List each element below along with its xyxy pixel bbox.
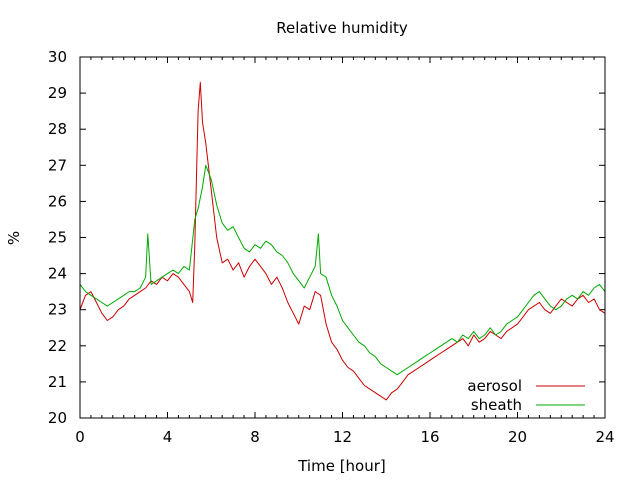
legend-label-aerosol: aerosol	[467, 377, 522, 395]
y-tick-label: 22	[48, 337, 67, 355]
y-tick-label: 24	[48, 265, 67, 283]
axis-ticks	[79, 56, 606, 419]
x-tick-label: 24	[595, 428, 614, 446]
series-layer	[79, 81, 606, 401]
y-axis-label: %	[5, 231, 23, 245]
y-tick-label: 21	[48, 373, 67, 391]
y-tick-label: 25	[48, 229, 67, 247]
x-axis-label: Time [hour]	[297, 457, 386, 475]
series-line-aerosol	[79, 81, 606, 401]
y-tick-label: 29	[48, 84, 67, 102]
x-tick-label: 12	[333, 428, 352, 446]
plot-frame	[79, 56, 606, 419]
y-tick-label: 23	[48, 301, 67, 319]
axis-tick-labels: 0 4 8 12 16 20 24 20 21 22 23 24 25 26 27 28 29 30	[48, 48, 615, 446]
y-tick-label: 30	[48, 48, 67, 66]
x-tick-label: 8	[250, 428, 260, 446]
series-line-sheath	[79, 164, 606, 376]
x-tick-label: 4	[163, 428, 173, 446]
y-tick-label: 28	[48, 120, 67, 138]
y-tick-label: 27	[48, 156, 67, 174]
y-tick-label: 26	[48, 192, 67, 210]
y-tick-label: 20	[48, 409, 67, 427]
chart-title: Relative humidity	[276, 19, 408, 37]
x-tick-label: 20	[508, 428, 527, 446]
x-tick-label: 16	[420, 428, 439, 446]
legend-label-sheath: sheath	[471, 396, 522, 414]
x-tick-label: 0	[75, 428, 85, 446]
